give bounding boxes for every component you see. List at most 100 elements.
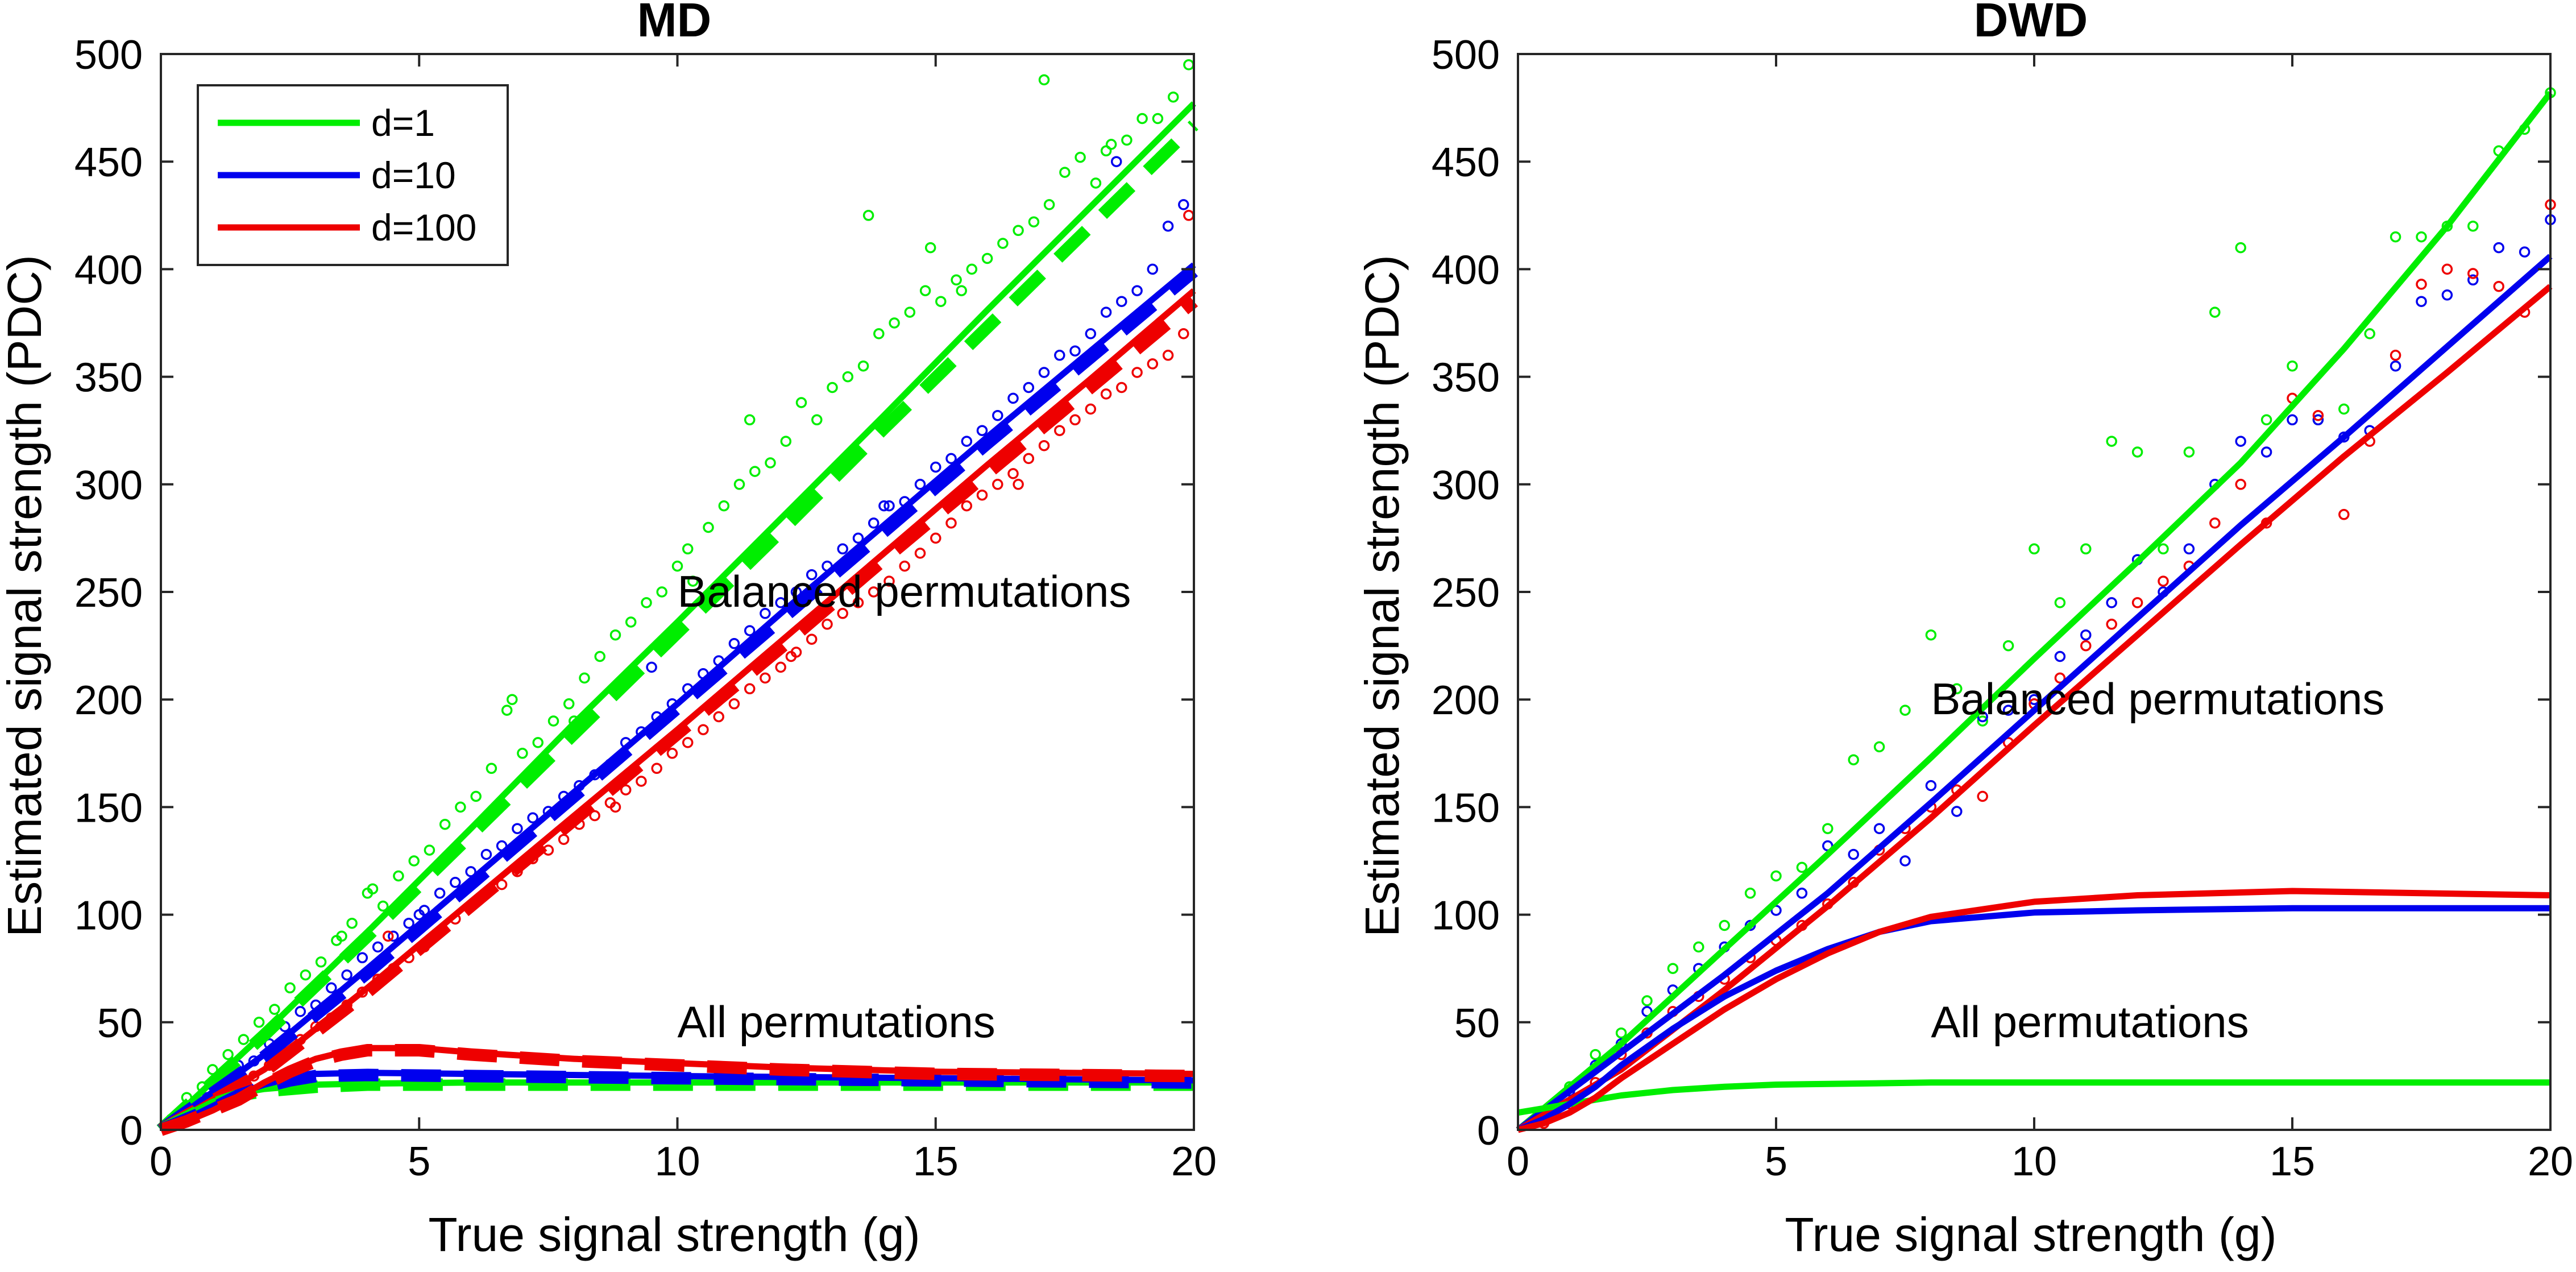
dwd-scatter-point: [1899, 705, 1911, 716]
dwd-scatter-point: [1899, 855, 1911, 867]
md-series-line-balanced-d1-dashed: [156, 121, 1198, 1135]
md-panel-title: MD: [637, 0, 712, 47]
md-scatter-point: [992, 479, 1003, 490]
md-scatter-point: [625, 616, 637, 628]
md-scatter-point: [1085, 328, 1097, 339]
md-plot-marks: [156, 59, 1198, 1136]
dwd-scatter-point: [2080, 543, 2092, 555]
dwd-scatter-point: [2338, 403, 2350, 415]
md-scatter-point: [527, 812, 538, 824]
md-scatter-point: [666, 748, 678, 759]
md-scatter-point: [486, 763, 497, 774]
md-scatter-point: [765, 457, 776, 469]
md-scatter-point: [341, 969, 352, 981]
md-annotations: Balanced permutations All permutations: [678, 566, 1131, 1047]
dwd-scatter-point: [2209, 306, 2221, 318]
md-scatter-point: [775, 661, 786, 673]
dwd-y-tick-label: 50: [1454, 1001, 1500, 1046]
md-scatter-point: [878, 500, 890, 512]
md-scatter-point: [1023, 382, 1035, 393]
dwd-scatter-point: [2467, 274, 2479, 286]
md-scatter-point: [703, 521, 714, 533]
md-scatter-point: [951, 274, 962, 286]
md-scatter-point: [1075, 151, 1086, 163]
md-scatter-point: [795, 397, 807, 408]
md-y-tick-label: 400: [74, 247, 143, 293]
md-y-tick-label: 150: [74, 785, 143, 831]
md-scatter-point: [837, 608, 848, 619]
md-scatter-point: [760, 608, 771, 619]
md-scatter-point: [1121, 134, 1133, 146]
md-scatter-point: [512, 823, 523, 834]
dwd-scatter-point: [2054, 597, 2066, 608]
md-scatter-point: [1069, 414, 1081, 426]
md-scatter-point: [976, 425, 988, 436]
md-scatter-point: [976, 489, 988, 501]
md-scatter-point: [827, 382, 838, 393]
md-scatter-point: [914, 548, 926, 559]
md-scatter-point: [1136, 113, 1148, 125]
md-scatter-point: [346, 917, 358, 929]
md-scatter-point: [356, 952, 368, 964]
dwd-scatter-point: [1977, 790, 1988, 802]
dwd-scatter-point: [2467, 220, 2479, 232]
md-scatter-point: [744, 414, 756, 426]
dwd-scatter-point: [2416, 231, 2427, 243]
md-scatter-point: [1059, 167, 1071, 178]
dwd-scatter-point: [2080, 640, 2092, 652]
dwd-x-tick-label: 20: [2528, 1139, 2573, 1184]
md-scatter-point: [1007, 468, 1019, 479]
md-scatter-point: [1038, 74, 1050, 86]
dwd-annotation: All permutations: [1931, 997, 2249, 1047]
md-scatter-point: [899, 560, 910, 572]
dwd-series-line-balanced-d10: [1516, 254, 2553, 1133]
md-scatter-point: [579, 672, 590, 684]
dwd-scatter-point: [1693, 941, 1704, 953]
md-scatter-point: [997, 238, 1009, 249]
dwd-scatter-point: [2493, 280, 2504, 292]
dwd-scatter-point: [2080, 629, 2092, 641]
dwd-scatter-point: [1615, 1027, 1627, 1039]
dwd-scatter-point: [2106, 619, 2117, 630]
dwd-y-tick-label: 250: [1432, 570, 1500, 616]
md-scatter-point: [868, 517, 880, 529]
dwd-scatter-point: [2519, 246, 2531, 258]
dwd-scatter-point: [1848, 848, 1859, 860]
md-y-axis-label: Estimated signal strength (PDC): [0, 255, 51, 937]
dwd-scatter-point: [2467, 268, 2479, 279]
md-scatter-point: [785, 650, 797, 662]
dwd-y-tick-label: 200: [1432, 678, 1500, 723]
dwd-scatter-point: [1848, 754, 1859, 765]
md-scatter-point: [780, 436, 792, 447]
dwd-x-tick-label: 0: [1507, 1139, 1529, 1184]
md-scatter-point: [961, 436, 973, 447]
legend-label-d10: d=10: [371, 154, 456, 196]
dwd-y-tick-label: 150: [1432, 785, 1500, 831]
md-scatter-point: [326, 982, 337, 994]
md-scatter-point: [930, 532, 941, 544]
md-scatter-point: [315, 956, 327, 968]
md-scatter-point: [935, 296, 947, 307]
dwd-scatter-point: [1925, 629, 1937, 641]
md-scatter-point: [760, 672, 771, 684]
md-scatter-point: [300, 969, 312, 981]
dwd-scatter-point: [2287, 360, 2298, 372]
dwd-scatter-point: [2131, 597, 2143, 608]
dwd-scatter-point: [2260, 414, 2272, 426]
dwd-scatter-point: [2158, 575, 2169, 587]
dwd-panel: DWD True signal strength (g) Estimated s…: [1355, 0, 2573, 1261]
md-series-line-all-d100-dashed: [159, 1044, 1194, 1136]
dwd-scatter-point: [1744, 888, 1756, 899]
dwd-scatter-point: [2235, 479, 2246, 490]
md-series-line-balanced-d100-dashed: [157, 296, 1198, 1136]
dwd-series-line-all-d10: [1516, 905, 2550, 1133]
dwd-scatter-point: [2441, 263, 2453, 275]
md-scatter-point: [1043, 199, 1055, 210]
md-scatter-point: [284, 982, 296, 994]
md-scatter-point: [507, 694, 518, 705]
md-scatter-point: [1162, 220, 1174, 232]
md-scatter-point: [744, 625, 756, 636]
dwd-y-tick-label: 300: [1432, 463, 1500, 508]
dwd-scatter-point: [2312, 409, 2324, 421]
md-scatter-point: [238, 1034, 250, 1045]
